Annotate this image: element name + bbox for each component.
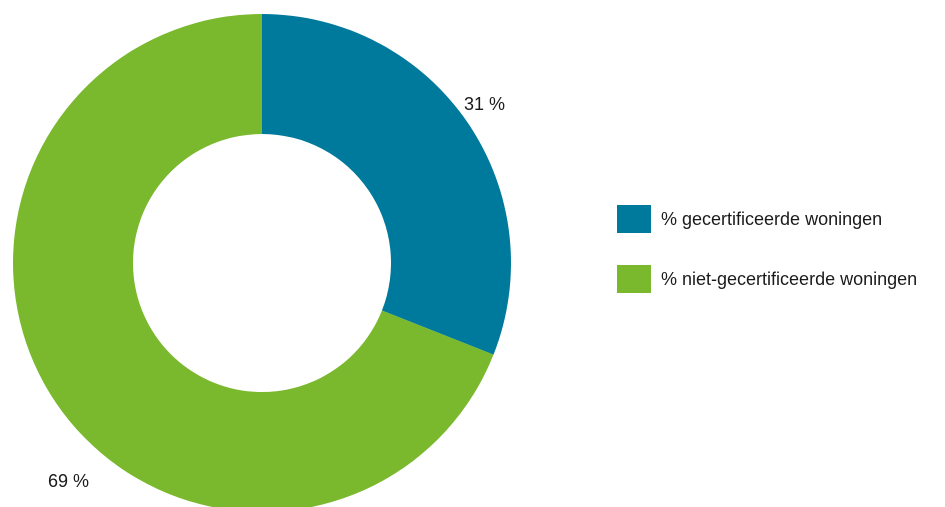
data-label-niet-gecertificeerde: 69 % [48,471,89,491]
slice-niet-gecertificeerde [13,14,494,507]
legend-item-niet-gecertificeerde: % niet-gecertificeerde woningen [617,265,945,293]
legend-item-gecertificeerde: % gecertificeerde woningen [617,205,945,233]
data-label-gecertificeerde: 31 % [464,94,505,114]
legend: % gecertificeerde woningen % niet-gecert… [617,205,945,293]
legend-label: % gecertificeerde woningen [661,209,883,229]
donut-chart: 31 % 69 % [13,14,512,507]
slice-gecertificeerde [262,14,512,355]
legend-swatch [617,265,651,293]
legend-swatch [617,205,651,233]
legend-label: % niet-gecertificeerde woningen [661,269,918,289]
